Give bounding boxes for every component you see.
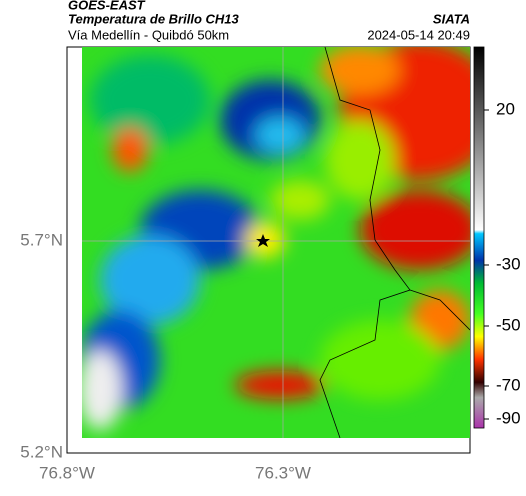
- colorbar-tick-label: -70: [496, 375, 521, 394]
- colorbar-tick-label: -50: [496, 315, 521, 334]
- lon-label: 76.3°W: [255, 463, 311, 482]
- colorbar: [473, 46, 485, 429]
- subtitle: Temperatura de Brillo CH13: [68, 11, 240, 26]
- lat-label: 5.2°N: [20, 442, 63, 461]
- lat-label: 5.7°N: [20, 230, 63, 249]
- title: GOES-EAST: [68, 0, 146, 12]
- timestamp: 2024-05-14 20:49: [367, 27, 470, 42]
- lon-label: 76.8°W: [39, 463, 95, 482]
- colorbar-tick-label: -90: [496, 408, 521, 427]
- source: SIATA: [433, 11, 470, 26]
- colorbar-tick-label: 20: [496, 99, 515, 118]
- brightness-image: [82, 47, 470, 438]
- location: Vía Medellín - Quibdó 50km: [68, 27, 229, 42]
- colorbar-tick-label: -30: [496, 254, 521, 273]
